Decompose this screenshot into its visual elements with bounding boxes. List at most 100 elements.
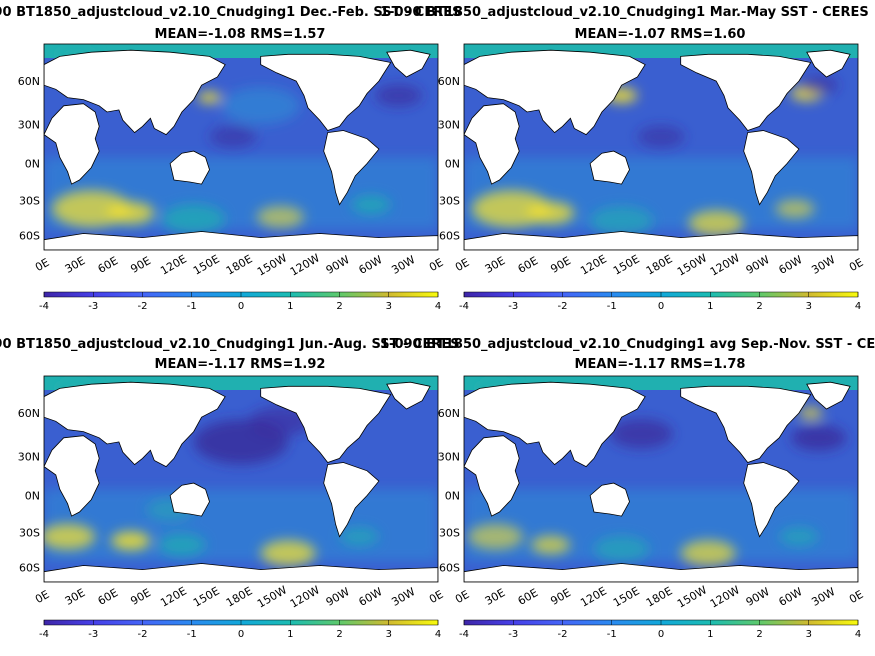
lat-tick-label: 30S <box>19 195 40 208</box>
colorbar-tick-label: 4 <box>855 301 861 312</box>
colorbar-tick-label: -4 <box>39 301 49 312</box>
colorbar-tick-label: 1 <box>707 629 713 640</box>
lon-tick-label: 180E <box>224 252 255 277</box>
lat-tick-label: 30N <box>438 118 460 131</box>
lon-tick-label: 150E <box>191 252 222 277</box>
lon-tick-label: 30E <box>483 254 508 276</box>
lon-tick-label: 120E <box>158 252 189 277</box>
colorbar-tick-label: 2 <box>336 301 342 312</box>
lon-tick-label: 150E <box>611 584 642 609</box>
panel-stats: MEAN=-1.08 RMS=1.57 <box>155 27 326 42</box>
anomaly-blob <box>209 125 257 148</box>
lon-tick-label: 90E <box>128 586 153 608</box>
southern-band <box>464 489 858 562</box>
map-panel-3: 1-090 BT1850_adjustcloud_v2.10_Cnudging1… <box>0 337 460 640</box>
lon-tick-label: 60E <box>516 254 541 276</box>
land-samerica <box>743 462 800 538</box>
land-namerica <box>680 53 812 131</box>
map-panel-2: 1-090 BT1850_adjustcloud_v2.10_Cnudging1… <box>380 5 869 312</box>
colorbar-tick-label: -2 <box>138 301 148 312</box>
lat-tick-label: 60N <box>438 75 460 88</box>
anomaly-blob <box>680 540 736 567</box>
anomaly-blob <box>688 210 744 237</box>
colorbar-tick-label: -4 <box>39 629 49 640</box>
land-africa <box>464 103 520 185</box>
lat-tick-label: 0N <box>25 489 40 502</box>
lon-tick-label: 60W <box>777 585 805 609</box>
land-namerica <box>260 385 392 463</box>
lon-tick-label: 150E <box>191 584 222 609</box>
lat-tick-label: 0N <box>445 157 460 170</box>
colorbar-tick-label: 1 <box>287 301 293 312</box>
anomaly-blob <box>594 536 650 563</box>
colorbar-tick-label: 3 <box>386 629 392 640</box>
colorbar-tick-label: -4 <box>459 301 469 312</box>
panel-title: 1-090 BT1850_adjustcloud_v2.10_Cnudging1… <box>0 337 460 352</box>
lon-tick-label: 90E <box>548 254 573 276</box>
colorbar-tick-label: 0 <box>238 629 244 640</box>
land-eurasia <box>464 49 646 136</box>
lat-tick-label: 60N <box>18 407 40 420</box>
anomaly-blob <box>775 199 815 219</box>
colorbar-tick-label: 3 <box>806 301 812 312</box>
land-africa <box>44 103 100 185</box>
land-samerica <box>323 130 380 206</box>
map-frame <box>463 375 859 583</box>
sst-map <box>464 44 858 250</box>
anomaly-blob <box>609 418 673 449</box>
lat-tick-label: 60S <box>439 230 460 243</box>
anomaly-blob <box>527 201 575 225</box>
anomaly-blob <box>791 424 847 451</box>
lon-tick-label: 30E <box>63 586 88 608</box>
land-africa <box>464 435 520 517</box>
lat-tick-label: 60S <box>439 562 460 575</box>
colorbar-tick-label: 4 <box>855 629 861 640</box>
lon-tick-label: 30E <box>483 586 508 608</box>
colorbar-tick-label: 2 <box>336 629 342 640</box>
map-frame <box>43 375 439 583</box>
lon-tick-label: 30W <box>809 253 837 277</box>
land-antarctica <box>464 231 858 250</box>
lon-tick-label: 60E <box>96 254 121 276</box>
colorbar-tick-label: -1 <box>607 629 617 640</box>
panel-title: 1-090 BT1850_adjustcloud_v2.10_Cnudging1… <box>0 5 461 20</box>
lon-tick-label: 0E <box>847 256 866 274</box>
anomaly-blob <box>260 540 316 567</box>
land-antarctica <box>44 231 438 250</box>
lon-tick-label: 30W <box>389 585 417 609</box>
colorbar: -4 -3 -2 -1 0 1 2 3 4 <box>459 291 861 312</box>
lat-tick-label: 30N <box>438 450 460 463</box>
lon-tick-label: 60W <box>357 253 385 277</box>
land-australia <box>169 150 210 185</box>
colorbar-tick-label: 1 <box>707 301 713 312</box>
land-australia <box>589 482 630 517</box>
anomaly-blob <box>339 527 379 546</box>
lon-tick-label: 120W <box>708 583 742 610</box>
land-australia <box>589 150 630 185</box>
lon-tick-label: 0E <box>427 256 446 274</box>
colorbar-tick-label: -3 <box>88 629 98 640</box>
anomaly-blob <box>467 523 524 550</box>
lat-tick-label: 60N <box>18 75 40 88</box>
lat-tick-label: 60S <box>19 562 40 575</box>
land-greenland <box>386 49 431 78</box>
lon-tick-label: 60W <box>777 253 805 277</box>
colorbar-tick-label: 3 <box>386 301 392 312</box>
lon-tick-label: 120W <box>288 583 322 610</box>
land-greenland <box>386 381 431 410</box>
colorbar-tick-label: 0 <box>238 301 244 312</box>
lat-tick-label: 60S <box>19 230 40 243</box>
panel-stats: MEAN=-1.07 RMS=1.60 <box>575 27 746 42</box>
colorbar-tick-label: -4 <box>459 629 469 640</box>
anomaly-blob <box>798 407 823 419</box>
lon-tick-label: 90W <box>744 585 772 609</box>
lon-tick-label: 30E <box>63 254 88 276</box>
sst-map <box>44 376 438 582</box>
panel-title: 1-090 BT1850_adjustcloud_v2.10_Cnudging1… <box>380 337 875 352</box>
lon-tick-label: 90W <box>324 585 352 609</box>
colorbar-tick-label: -2 <box>138 629 148 640</box>
lon-tick-label: 120W <box>708 251 742 278</box>
land-greenland <box>806 381 851 410</box>
colorbar-tick-label: -3 <box>508 301 518 312</box>
anomaly-blob <box>158 533 206 557</box>
